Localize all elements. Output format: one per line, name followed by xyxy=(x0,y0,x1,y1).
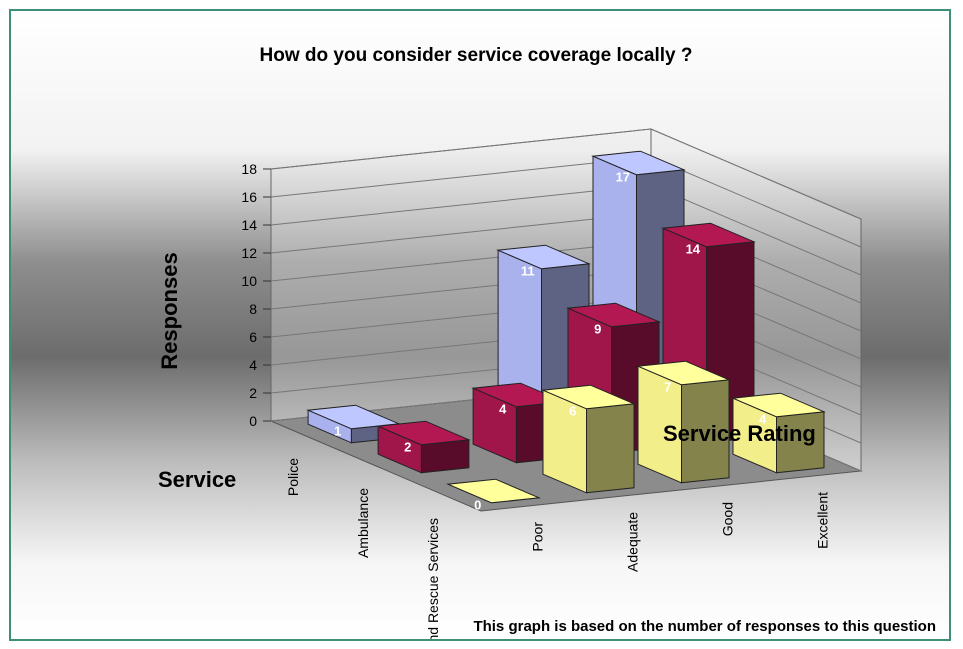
chart-title: How do you consider service coverage loc… xyxy=(260,45,693,66)
y-tick-label: 12 xyxy=(241,245,257,261)
y-tick-label: 10 xyxy=(241,273,257,289)
bar-value-label: 6 xyxy=(569,404,576,419)
bar-value-label: 14 xyxy=(686,242,701,257)
y-tick-label: 0 xyxy=(249,413,257,429)
y-tick-label: 18 xyxy=(241,161,257,177)
y-tick-label: 4 xyxy=(249,357,257,373)
bar-value-label: 1 xyxy=(334,424,341,439)
x-category-label: Police xyxy=(285,458,301,496)
x-category-label: Fire and Rescue Services xyxy=(425,518,441,639)
bar-value-label: 4 xyxy=(499,402,507,417)
z-category-label: Good xyxy=(720,502,736,536)
y-tick-label: 2 xyxy=(249,385,257,401)
bar-value-label: 7 xyxy=(664,380,671,395)
bar: 2 xyxy=(376,420,471,474)
bar-value-label: 17 xyxy=(616,170,630,185)
bar-top xyxy=(376,420,471,446)
footnote: This graph is based on the number of res… xyxy=(473,618,936,635)
bars: 17 14 4 11 9 7 4 6 1 2 0 xyxy=(306,150,826,513)
bar-side xyxy=(420,439,470,474)
bar-top xyxy=(496,244,591,270)
bar-value-label: 9 xyxy=(594,322,601,337)
bar: 7 xyxy=(636,360,731,484)
x-category-label: Ambulance xyxy=(355,488,371,558)
bar-top xyxy=(591,150,686,176)
bar-top xyxy=(566,302,661,328)
bar: 6 xyxy=(541,384,636,494)
y-axis-title: Responses xyxy=(157,252,182,369)
bar-value-label: 4 xyxy=(759,412,767,427)
chart-background xyxy=(11,11,949,639)
category-labels: Police Ambulance Fire and Rescue Services P… xyxy=(285,458,831,639)
y-tick-label: 14 xyxy=(241,217,257,233)
bar-top xyxy=(636,360,731,386)
bar-value-label: 11 xyxy=(521,264,535,279)
z-category-label: Adequate xyxy=(625,512,641,572)
bar: 1 xyxy=(306,404,401,444)
bar-value-label: 0 xyxy=(474,498,481,513)
bar-top xyxy=(446,478,541,504)
chart-frame: 0 2 4 6 8 10 12 14 16 18 17 14 4 11 9 7 4 6 1 2 0 Police Amb… xyxy=(9,9,951,641)
bar-value-label: 2 xyxy=(404,440,411,455)
y-tick-label: 6 xyxy=(249,329,257,345)
bar-side xyxy=(586,403,635,494)
bar: 0 xyxy=(446,478,541,513)
z-axis-title: Service Rating xyxy=(663,421,816,446)
y-tick-labels: 0 2 4 6 8 10 12 14 16 18 xyxy=(241,161,271,429)
y-tick-label: 16 xyxy=(241,189,257,205)
bar-top xyxy=(731,392,826,418)
x-axis-title: Service xyxy=(158,467,236,492)
gridline xyxy=(270,128,862,220)
bar-top xyxy=(541,384,636,410)
bar: 4 xyxy=(731,392,826,474)
bar-top xyxy=(661,222,756,248)
z-category-label: Excellent xyxy=(815,492,831,549)
y-tick-label: 8 xyxy=(249,301,257,317)
z-category-label: Poor xyxy=(530,522,546,552)
